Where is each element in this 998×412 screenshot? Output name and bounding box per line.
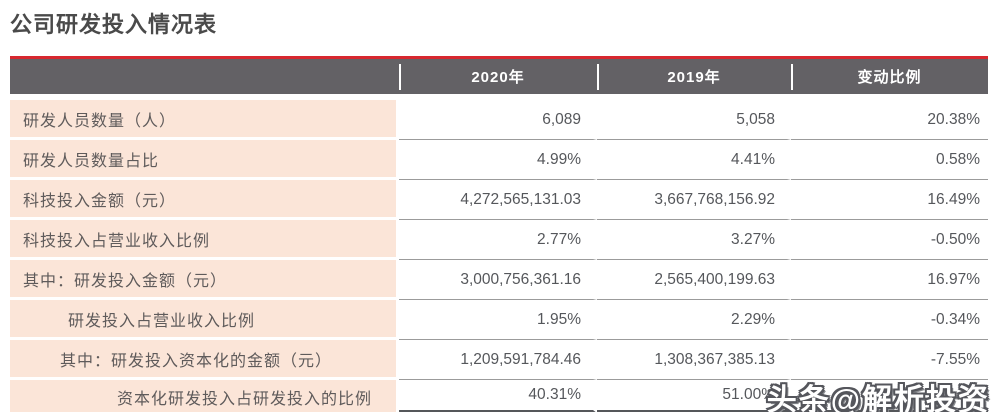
cell-2020: 1.95% [399, 300, 597, 340]
cell-2020: 40.31% [399, 380, 597, 412]
row-label: 研发人员数量（人） [10, 100, 399, 140]
table-row: 科技投入金额（元） 4,272,565,131.03 3,667,768,156… [10, 180, 988, 220]
cell-change: 0.58% [791, 140, 988, 180]
cell-2019: 3.27% [597, 220, 791, 260]
table-row: 研发人员数量占比 4.99% 4.41% 0.58% [10, 140, 988, 180]
row-label: 其中：研发投入资本化的金额（元） [10, 340, 399, 380]
row-label: 资本化研发投入占研发投入的比例 [10, 380, 399, 412]
table-header: 2020年 2019年 变动比例 [10, 59, 988, 94]
table-row: 资本化研发投入占研发投入的比例 40.31% 51.00% [10, 380, 988, 412]
cell-change [791, 380, 988, 412]
cell-2020: 6,089 [399, 100, 597, 140]
table-row: 研发人员数量（人） 6,089 5,058 20.38% [10, 100, 988, 140]
table-row: 研发投入占营业收入比例 1.95% 2.29% -0.34% [10, 300, 988, 340]
cell-2019: 1,308,367,385.13 [597, 340, 791, 380]
col-header-2020: 2020年 [399, 59, 597, 94]
table-row: 科技投入占营业收入比例 2.77% 3.27% -0.50% [10, 220, 988, 260]
cell-2020: 2.77% [399, 220, 597, 260]
table-row: 其中：研发投入资本化的金额（元） 1,209,591,784.46 1,308,… [10, 340, 988, 380]
cell-change: 16.97% [791, 260, 988, 300]
col-header-2019: 2019年 [597, 59, 791, 94]
page: 公司研发投入情况表 2020年 2019年 变动比例 研发人员数量（人） 6,0… [0, 7, 998, 412]
col-header-change: 变动比例 [791, 59, 988, 94]
cell-change: -7.55% [791, 340, 988, 380]
cell-2019: 2,565,400,199.63 [597, 260, 791, 300]
page-title: 公司研发投入情况表 [10, 12, 218, 37]
watermark: 头条@解析投资 [766, 384, 990, 412]
cell-2019: 4.41% [597, 140, 791, 180]
cell-2019: 51.00% [597, 380, 791, 412]
col-header-metric [10, 59, 399, 94]
cell-2019: 5,058 [597, 100, 791, 140]
cell-2019: 2.29% [597, 300, 791, 340]
row-label: 研发投入占营业收入比例 [10, 300, 399, 340]
row-label: 科技投入金额（元） [10, 180, 399, 220]
row-label: 其中：研发投入金额（元） [10, 260, 399, 300]
row-label: 研发人员数量占比 [10, 140, 399, 180]
cell-change: 16.49% [791, 180, 988, 220]
cell-2020: 4.99% [399, 140, 597, 180]
cell-2019: 3,667,768,156.92 [597, 180, 791, 220]
cell-change: -0.50% [791, 220, 988, 260]
cell-2020: 4,272,565,131.03 [399, 180, 597, 220]
cell-change: 20.38% [791, 100, 988, 140]
cell-change: -0.34% [791, 300, 988, 340]
cell-2020: 3,000,756,361.16 [399, 260, 597, 300]
row-label: 科技投入占营业收入比例 [10, 220, 399, 260]
rd-investment-table: 2020年 2019年 变动比例 研发人员数量（人） 6,089 5,058 2… [10, 56, 988, 412]
table-row: 其中：研发投入金额（元） 3,000,756,361.16 2,565,400,… [10, 260, 988, 300]
cell-2020: 1,209,591,784.46 [399, 340, 597, 380]
table-body: 研发人员数量（人） 6,089 5,058 20.38% 研发人员数量占比 4.… [10, 94, 988, 412]
